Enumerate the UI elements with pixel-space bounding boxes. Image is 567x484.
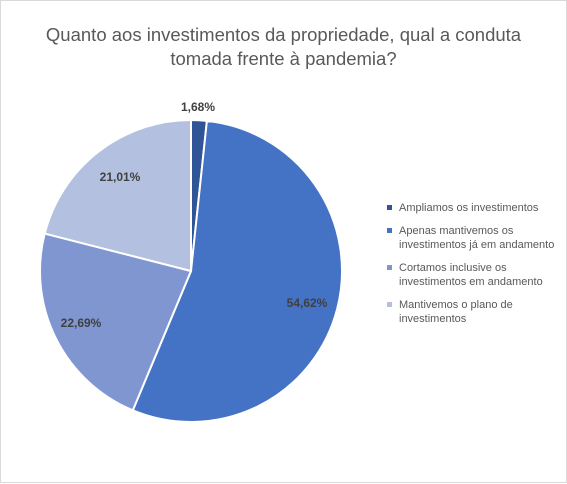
slice-data-label: 54,62% (287, 296, 328, 310)
legend-swatch (387, 302, 392, 307)
legend-item: Cortamos inclusive os investimentos em an… (387, 261, 562, 289)
legend-label: Apenas mantivemos os (399, 225, 514, 237)
pie-slice (39, 232, 193, 412)
chart-title-line-1: Quanto aos investimentos da propriedade,… (45, 24, 522, 45)
legend-label: Mantivemos o plano de (399, 299, 513, 311)
legend-label: investimentos em andamento (399, 276, 543, 288)
legend-label: Ampliamos os investimentos (399, 202, 539, 214)
slice-data-label: 1,68% (181, 100, 215, 114)
legend-swatch (387, 228, 392, 233)
legend-item: Ampliamos os investimentos (387, 201, 562, 215)
chart-title-line-2: tomada frente à pandemia? (170, 48, 397, 69)
chart-title: Quanto aos investimentos da propriedade,… (31, 23, 536, 71)
legend-item: Mantivemos o plano de investimentos (387, 298, 562, 326)
legend-swatch (387, 265, 392, 270)
slice-data-label: 22,69% (61, 316, 102, 330)
legend-label: investimentos já em andamento (399, 239, 555, 251)
legend-label: investimentos (399, 313, 467, 325)
legend-label: Cortamos inclusive os (399, 262, 507, 274)
legend-swatch (387, 205, 392, 210)
chart-legend: Ampliamos os investimentos Apenas mantive… (387, 201, 562, 335)
pie-slice (43, 118, 192, 273)
legend-item: Apenas mantivemos os investimentos já em … (387, 224, 562, 252)
slice-data-label: 21,01% (100, 170, 141, 184)
pie-slice (131, 119, 343, 423)
